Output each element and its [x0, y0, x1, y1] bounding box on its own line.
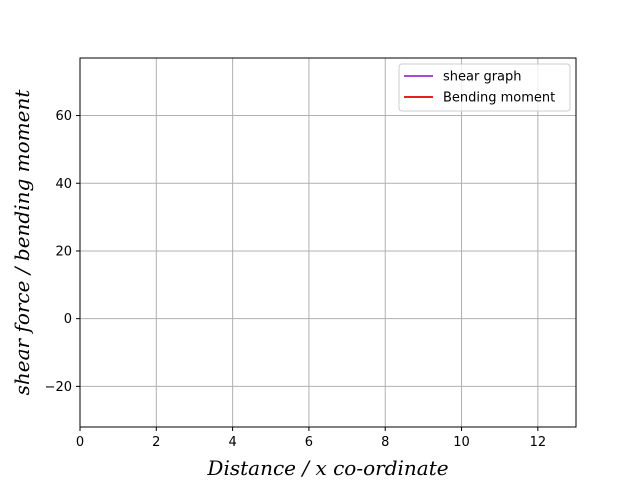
grid [79, 58, 576, 427]
legend-label-1: Bending moment [443, 91, 555, 106]
x-tick-label: 10 [453, 435, 470, 450]
x-tick-label: 4 [228, 435, 236, 450]
x-tick-label: 8 [381, 435, 389, 450]
y-tick-label: 60 [55, 109, 72, 124]
legend: shear graph Bending moment [398, 63, 571, 112]
x-tick-label: 0 [76, 435, 84, 450]
x-axis-ticks: 0 2 4 6 8 10 12 [76, 427, 546, 450]
y-tick-label: 20 [55, 244, 72, 259]
y-tick-label: 40 [55, 177, 72, 192]
x-tick-label: 12 [530, 435, 547, 450]
y-axis-ticks: −20 0 20 40 60 [45, 109, 80, 395]
x-tick-label: 6 [305, 435, 313, 450]
legend-box [398, 63, 571, 112]
legend-label-0: shear graph [443, 70, 522, 85]
y-tick-label: −20 [45, 380, 72, 395]
x-tick-label: 2 [152, 435, 160, 450]
x-axis-label: Distance / x co-ordinate [206, 456, 448, 480]
y-axis-label: shear force / bending moment [10, 89, 34, 396]
y-tick-label: 0 [64, 312, 72, 327]
plot-frame [79, 57, 577, 428]
